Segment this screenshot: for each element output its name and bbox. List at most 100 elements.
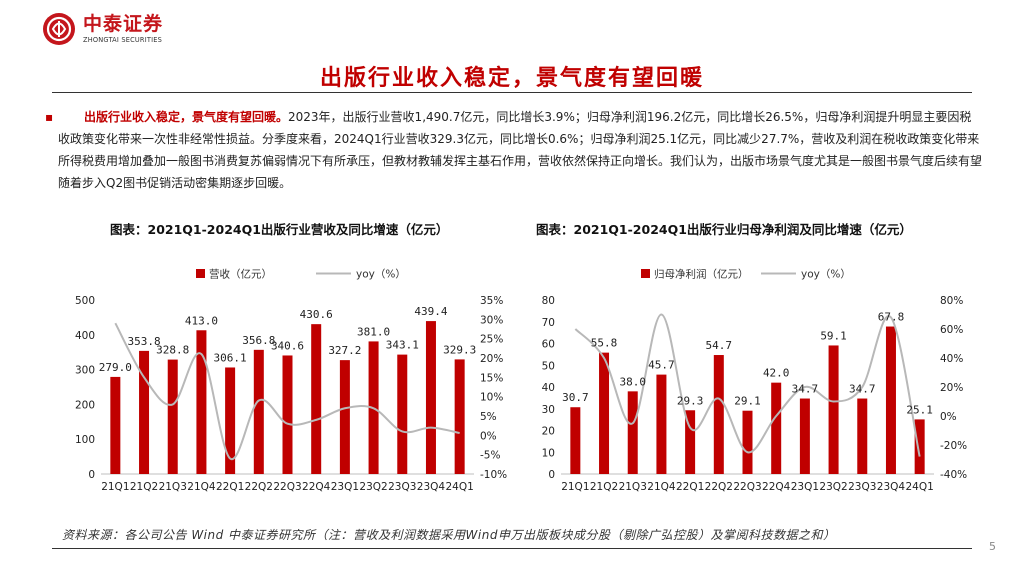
y-left-tick-label: 70 [542,317,555,329]
y-right-tick-label: 0% [940,411,957,423]
bar [454,359,465,474]
bar [253,349,264,474]
y-right-tick-label: 80% [940,295,963,307]
bar-data-label: 328.8 [156,344,189,357]
bar-data-label: 25.1 [906,403,933,416]
y-left-tick-label: 10 [542,447,555,459]
bar [139,350,150,474]
brand-logo: 中泰证券 ZHONGTAI SECURITIES [42,12,163,46]
bar [425,321,436,474]
bar-data-label: 55.8 [591,337,618,350]
x-tick-label: 21Q2 [590,481,618,493]
y-right-tick-label: 10% [480,392,503,404]
y-right-tick-label: 20% [940,382,963,394]
x-tick-label: 24Q1 [445,481,473,493]
bar-data-label: 327.2 [328,344,361,357]
bar [110,376,121,474]
x-tick-label: 21Q2 [130,481,158,493]
x-tick-label: 24Q1 [905,481,933,493]
x-tick-label: 21Q4 [647,481,676,493]
bar [857,398,868,474]
profit-chart: 归母净利润（亿元） yoy（%） 0 10 20 30 40 50 60 70 80 -40% -20%… [542,268,968,494]
bar-data-label: 439.4 [414,305,447,318]
bar [914,419,925,474]
bar-data-label: 42.0 [763,367,790,380]
bar-data-label: 279.0 [99,361,132,374]
page-number: 5 [989,540,996,553]
y-right-tick-label: -10% [480,469,507,481]
bar-data-label: 356.8 [242,334,275,347]
bar [196,330,207,474]
summary-paragraph: ▪ 出版行业收入稳定，景气度有望回暖。2023年，出版行业营收1,490.7亿元… [45,106,983,194]
bar-data-label: 59.1 [820,329,847,342]
bar-data-label: 30.7 [562,391,589,404]
y-right-tick-label: -20% [940,440,967,452]
bar [311,324,322,474]
bar-data-label: 340.6 [271,339,304,352]
bar-data-label: 54.7 [706,339,733,352]
y-left-tick-label: 0 [88,469,95,481]
chart-title-revenue: 图表：2021Q1-2024Q1出版行业营收及同比增速（亿元） [110,222,449,237]
bar [570,407,581,474]
y-right-tick-label: 60% [940,324,963,336]
y-right-tick-label: 25% [480,334,503,346]
yoy-line [574,313,921,457]
bar-data-label: 353.8 [127,335,160,348]
x-tick-label: 22Q2 [245,481,273,493]
y-right-tick-label: -40% [940,469,967,481]
y-left-tick-label: 80 [542,295,555,307]
x-tick-label: 23Q4 [877,481,906,493]
bar-data-label: 34.7 [792,383,819,396]
y-right-tick-label: 30% [480,314,503,326]
x-tick-label: 21Q4 [187,481,216,493]
bullet-icon: ▪ [45,110,54,124]
yoy-line [114,322,460,460]
bar-data-label: 67.8 [878,311,905,324]
title-divider [52,92,972,93]
bar [599,352,610,474]
x-tick-label: 23Q2 [819,481,847,493]
bar [282,355,293,474]
y-right-tick-label: 0% [480,430,497,442]
legend-bar-swatch [641,269,650,278]
bar-data-label: 29.3 [677,394,704,407]
y-left-tick-label: 60 [542,339,555,351]
legend-line-label: yoy（%） [356,269,406,281]
legend-bar-label: 归母净利润（亿元） [654,268,749,281]
bar-data-label: 306.1 [214,351,247,364]
bar [656,374,667,474]
page-title: 出版行业收入稳定，景气度有望回暖 [319,66,704,91]
bar-data-label: 38.0 [619,375,646,388]
source-note: 资料来源：各公司公告 Wind 中泰证券研究所（注：营收及利润数据采用Wind申… [62,528,836,542]
x-tick-label: 21Q3 [619,481,647,493]
x-tick-label: 22Q4 [762,481,791,493]
y-right-tick-label: 5% [480,411,497,423]
x-tick-label: 21Q1 [101,481,129,493]
bar [167,359,178,474]
x-tick-label: 23Q4 [417,481,446,493]
chart-legend: 营收（亿元） yoy（%） [196,268,406,281]
bar [339,360,350,474]
y-left-tick-label: 400 [75,330,95,342]
bar-data-label: 430.6 [300,308,333,321]
y-left-tick-label: 200 [75,399,95,411]
y-left-tick-label: 100 [75,434,95,446]
brand-name-cn: 中泰证券 [83,12,164,35]
y-right-tick-label: 20% [480,353,503,365]
bar-data-label: 29.1 [734,395,761,408]
bar-data-label: 34.7 [849,383,876,396]
revenue-chart: 营收（亿元） yoy（%） 0 100 200 300 400 500 -10% -5% 0% 5% 1… [75,268,507,494]
bar [742,410,753,474]
bar [225,367,236,474]
bar-data-label: 329.3 [443,343,476,356]
bar-data-label: 45.7 [648,359,675,372]
y-left-tick-label: 0 [548,469,555,481]
bar [627,391,638,474]
bar [885,326,896,474]
x-tick-label: 23Q1 [791,481,819,493]
chart-legend: 归母净利润（亿元） yoy（%） [641,268,851,281]
summary-text: 2023年，出版行业营收1,490.7亿元，同比增长3.9%；归母净利润196.… [58,110,983,190]
legend-bar-swatch [196,269,205,278]
brand-name-en: ZHONGTAI SECURITIES [83,35,162,44]
bar [397,354,408,474]
